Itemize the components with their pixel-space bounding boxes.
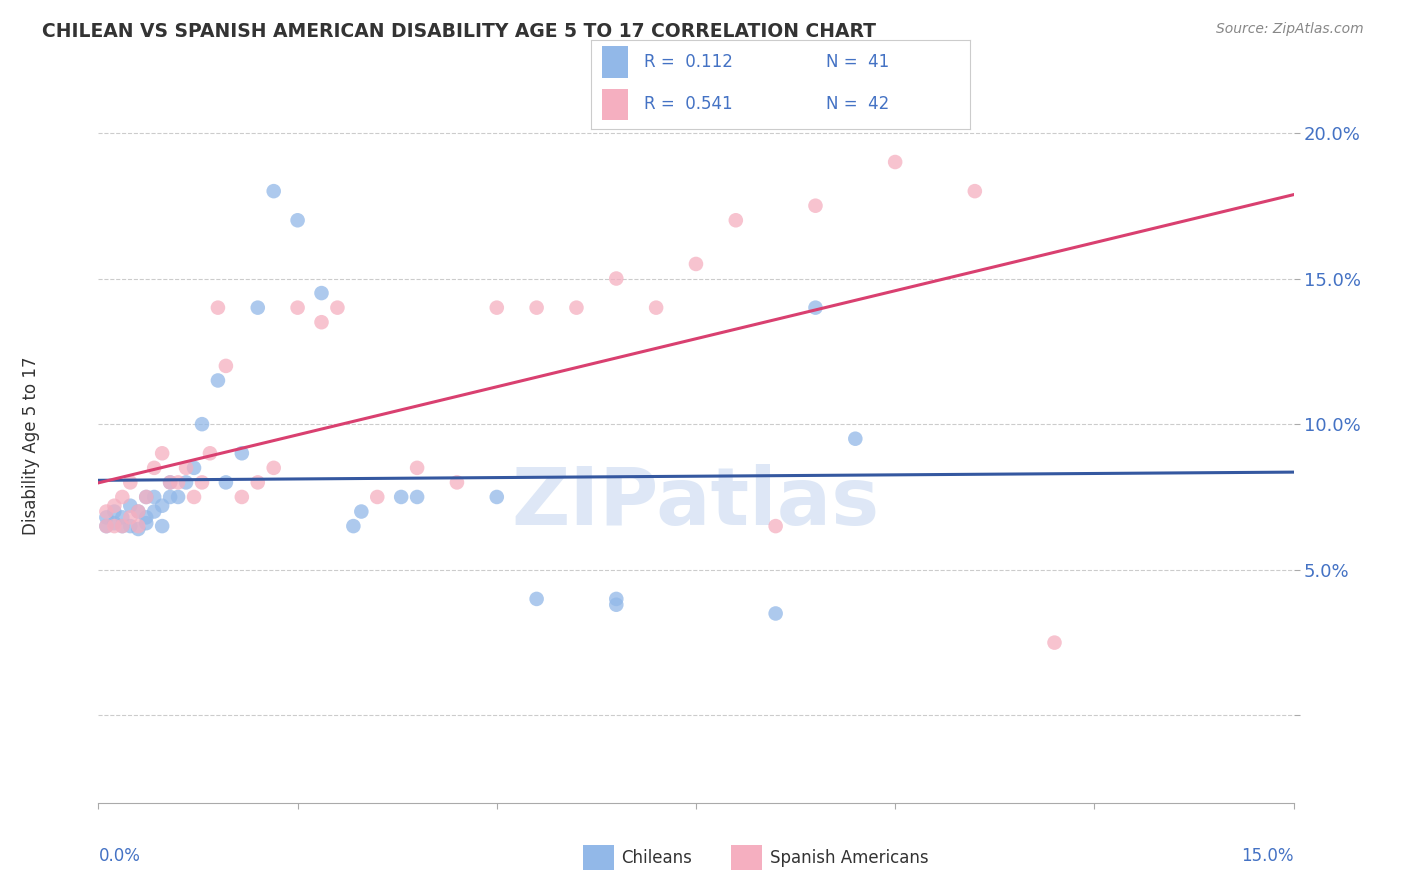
Point — [127, 504, 149, 518]
Point — [150, 519, 173, 533]
Point — [246, 475, 269, 490]
Point — [135, 490, 157, 504]
Point — [135, 490, 157, 504]
Point — [120, 499, 142, 513]
Point — [311, 286, 333, 301]
Text: Source: ZipAtlas.com: Source: ZipAtlas.com — [1216, 22, 1364, 37]
Point — [111, 510, 134, 524]
Point — [120, 475, 142, 490]
Point — [231, 446, 253, 460]
Point — [159, 475, 181, 490]
Point — [191, 417, 214, 432]
Point — [150, 446, 173, 460]
Point — [311, 315, 333, 329]
Point — [191, 475, 214, 490]
Point — [135, 516, 157, 531]
Text: Spanish Americans: Spanish Americans — [770, 849, 929, 867]
Point — [103, 519, 125, 533]
Point — [120, 519, 142, 533]
Point — [174, 475, 197, 490]
Point — [183, 460, 205, 475]
Point — [406, 460, 429, 475]
Point — [159, 490, 181, 504]
Point — [1043, 635, 1066, 649]
Point — [198, 446, 221, 460]
Point — [127, 522, 149, 536]
Point — [366, 490, 388, 504]
Point — [605, 271, 627, 285]
Point — [526, 301, 548, 315]
Point — [167, 490, 190, 504]
Point — [406, 490, 429, 504]
Text: 0.0%: 0.0% — [98, 847, 141, 865]
Point — [103, 499, 125, 513]
Point — [884, 155, 907, 169]
Point — [287, 213, 309, 227]
Point — [96, 510, 118, 524]
Point — [963, 184, 986, 198]
Point — [565, 301, 588, 315]
Point — [765, 607, 787, 621]
Point — [215, 359, 238, 373]
Point — [96, 504, 118, 518]
Point — [159, 475, 181, 490]
Point — [342, 519, 364, 533]
Text: Chileans: Chileans — [621, 849, 692, 867]
Point — [207, 374, 229, 388]
Point — [685, 257, 707, 271]
Point — [103, 504, 125, 518]
Bar — [602, 46, 628, 78]
Text: R =  0.541: R = 0.541 — [644, 95, 733, 113]
Point — [183, 490, 205, 504]
Point — [215, 475, 238, 490]
Point — [844, 432, 866, 446]
Point — [287, 301, 309, 315]
Point — [485, 490, 508, 504]
Point — [143, 490, 166, 504]
Text: ZIPatlas: ZIPatlas — [512, 464, 880, 542]
Point — [174, 460, 197, 475]
Point — [526, 591, 548, 606]
Point — [111, 519, 134, 533]
Point — [127, 519, 149, 533]
Point — [111, 519, 134, 533]
Point — [150, 499, 173, 513]
Point — [143, 504, 166, 518]
Point — [605, 598, 627, 612]
Point — [263, 460, 285, 475]
Text: R =  0.112: R = 0.112 — [644, 54, 733, 71]
Point — [485, 301, 508, 315]
Point — [96, 519, 118, 533]
Point — [605, 591, 627, 606]
Point — [103, 516, 125, 531]
Bar — [602, 89, 628, 120]
Point — [143, 460, 166, 475]
Point — [389, 490, 412, 504]
Text: Disability Age 5 to 17: Disability Age 5 to 17 — [22, 357, 39, 535]
Point — [111, 490, 134, 504]
Point — [804, 199, 827, 213]
Point — [645, 301, 668, 315]
Text: N =  41: N = 41 — [825, 54, 889, 71]
Point — [135, 510, 157, 524]
Text: N =  42: N = 42 — [825, 95, 889, 113]
Point — [765, 519, 787, 533]
Point — [167, 475, 190, 490]
Text: 15.0%: 15.0% — [1241, 847, 1294, 865]
Point — [96, 519, 118, 533]
Point — [207, 301, 229, 315]
Point — [804, 301, 827, 315]
Point — [350, 504, 373, 518]
Point — [120, 510, 142, 524]
Point — [231, 490, 253, 504]
Point — [263, 184, 285, 198]
Point — [446, 475, 468, 490]
Point — [724, 213, 747, 227]
Text: CHILEAN VS SPANISH AMERICAN DISABILITY AGE 5 TO 17 CORRELATION CHART: CHILEAN VS SPANISH AMERICAN DISABILITY A… — [42, 22, 876, 41]
Point — [326, 301, 349, 315]
Point — [127, 504, 149, 518]
Point — [246, 301, 269, 315]
